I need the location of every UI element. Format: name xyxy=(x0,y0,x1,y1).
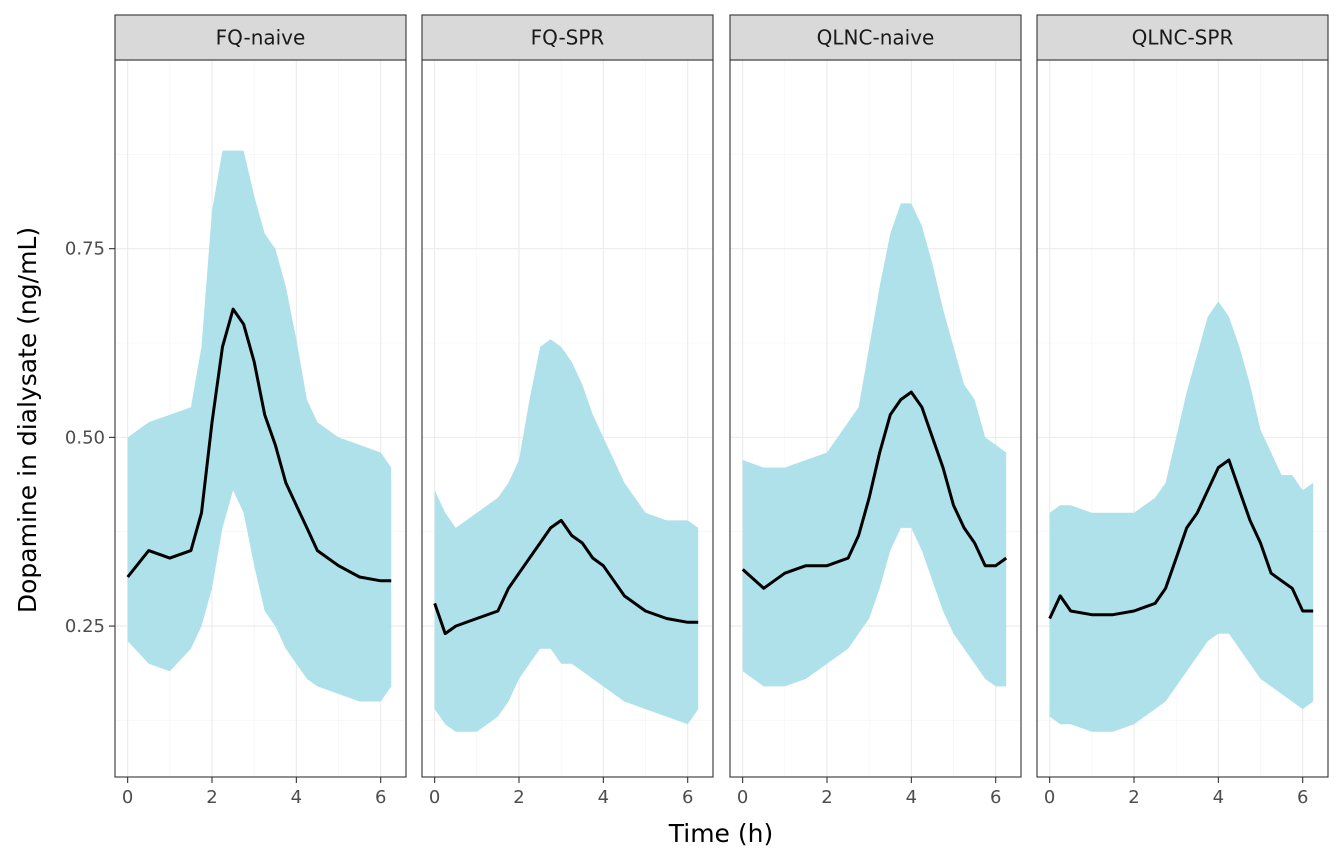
facet-strip-label: FQ-SPR xyxy=(531,26,605,50)
x-tick-label: 6 xyxy=(682,787,693,808)
mean-line xyxy=(1048,458,1314,620)
facet-strip xyxy=(421,14,714,61)
x-tick-label: 6 xyxy=(375,787,386,808)
y-axis-title: Dopamine in dialysate (ng/mL) xyxy=(13,227,42,613)
x-tick-label: 4 xyxy=(291,787,302,808)
y-tick-label: 0.75 xyxy=(65,239,105,260)
x-tick-label: 4 xyxy=(598,787,609,808)
x-tick-label: 4 xyxy=(1213,787,1224,808)
y-tick-label: 0.25 xyxy=(65,616,105,637)
x-axis-title: Time (h) xyxy=(668,819,773,848)
confidence-band xyxy=(434,339,699,732)
facet-strip xyxy=(1036,14,1329,61)
facet-strip xyxy=(729,14,1022,61)
facet-strip-label: FQ-naive xyxy=(216,26,306,50)
x-tick-label: 0 xyxy=(429,787,440,808)
x-tick-label: 2 xyxy=(513,787,524,808)
x-tick-label: 6 xyxy=(990,787,1001,808)
confidence-band xyxy=(127,150,392,702)
panel-QLNC-naive: QLNC-naive 0 2 4 6 xyxy=(729,14,1022,808)
y-tick-label: 0.50 xyxy=(65,427,105,448)
panel-QLNC-SPR: QLNC-SPR 0 2 4 6 xyxy=(1036,14,1329,808)
x-tick-label: 0 xyxy=(737,787,748,808)
facet-strip-label: QLNC-SPR xyxy=(1132,26,1234,50)
x-tick-label: 0 xyxy=(1044,787,1055,808)
panel-FQ-naive: FQ-naive 0 2 4 6 xyxy=(114,14,407,808)
panel-FQ-SPR: FQ-SPR 0 2 4 6 xyxy=(421,14,714,808)
y-axis: 0.25 0.50 0.75 xyxy=(65,239,115,637)
x-tick-label: 2 xyxy=(206,787,217,808)
mean-line xyxy=(433,518,699,636)
mean-line xyxy=(126,307,392,583)
confidence-band xyxy=(1049,301,1314,732)
facet-strip xyxy=(114,14,407,61)
mean-line xyxy=(741,390,1008,590)
x-tick-label: 2 xyxy=(1128,787,1139,808)
x-tick-label: 6 xyxy=(1297,787,1308,808)
x-tick-label: 4 xyxy=(906,787,917,808)
x-tick-label: 0 xyxy=(122,787,133,808)
x-tick-label: 2 xyxy=(821,787,832,808)
facet-strip-label: QLNC-naive xyxy=(817,26,935,50)
